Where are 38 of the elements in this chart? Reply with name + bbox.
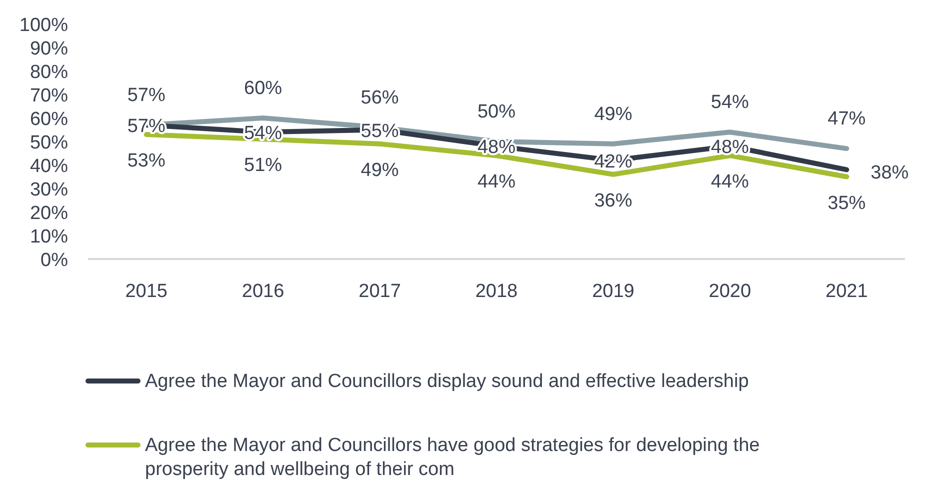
data-label: 36% xyxy=(594,190,632,212)
y-tick-label: 30% xyxy=(30,180,68,200)
x-tick-label: 2015 xyxy=(125,281,168,302)
y-tick-label: 10% xyxy=(30,226,68,248)
data-label: 49% xyxy=(360,160,399,181)
data-label: 53% xyxy=(127,150,166,172)
legend-label: Agree the Mayor and Councillors display sound and effective leadership xyxy=(145,371,749,392)
data-label: 49% xyxy=(594,104,632,125)
x-tick-label: 2019 xyxy=(592,281,634,302)
data-label: 44% xyxy=(477,172,516,193)
data-label: 48% xyxy=(477,137,516,158)
y-tick-label: 80% xyxy=(30,62,68,83)
data-label: 57% xyxy=(127,85,166,106)
y-tick-label: 50% xyxy=(30,132,68,154)
data-label: 38% xyxy=(870,162,909,184)
legend-label: Agree the Mayor and Councillors have good strategies for developing the prosperity and wellbeing of their com xyxy=(145,435,760,480)
y-tick-label: 90% xyxy=(30,38,68,60)
data-label: 51% xyxy=(244,155,282,176)
data-label: 47% xyxy=(828,108,866,130)
y-tick-label: 70% xyxy=(30,86,68,106)
x-tick-label: 2017 xyxy=(358,281,401,302)
y-tick-label: 60% xyxy=(30,109,68,130)
y-tick-label: 40% xyxy=(30,156,68,177)
x-tick-label: 2021 xyxy=(826,281,868,302)
x-tick-label: 2020 xyxy=(708,281,752,302)
x-tick-label: 2016 xyxy=(242,281,284,302)
data-label: 35% xyxy=(828,192,866,214)
x-tick-label: 2018 xyxy=(475,281,518,302)
data-label: 54% xyxy=(710,92,750,114)
data-label: 44% xyxy=(710,172,750,193)
data-label: 57% xyxy=(127,116,166,138)
data-label: 50% xyxy=(477,102,516,122)
data-label: 60% xyxy=(244,78,282,99)
y-tick-label: 100% xyxy=(19,15,68,36)
data-label: 56% xyxy=(360,87,399,108)
y-tick-label: 0% xyxy=(40,250,68,271)
data-label: 54% xyxy=(244,123,282,144)
y-tick-label: 20% xyxy=(30,203,68,224)
